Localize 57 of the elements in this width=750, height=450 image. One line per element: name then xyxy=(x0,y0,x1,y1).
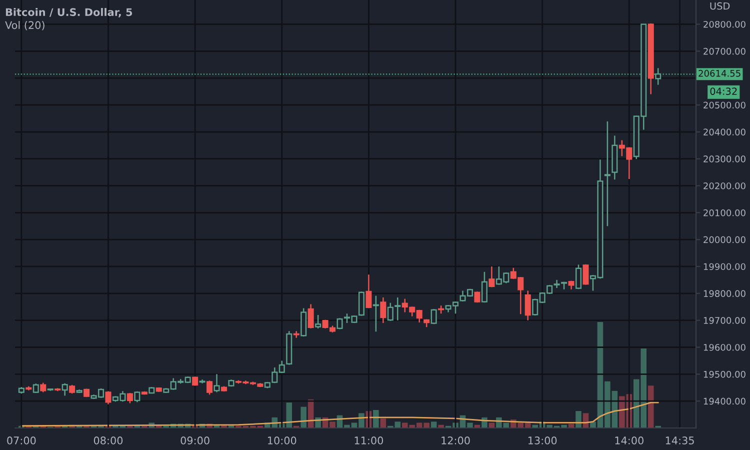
candlestick xyxy=(387,302,394,322)
chart-title: Vol (20) xyxy=(5,21,44,30)
text: 04:32 xyxy=(710,88,737,95)
candlestick xyxy=(206,380,213,396)
x-tick-label: 12:00 xyxy=(442,436,470,444)
bar xyxy=(576,411,582,428)
x-tick-label: 09:00 xyxy=(180,436,210,444)
candlestick xyxy=(394,296,401,321)
candlestick xyxy=(380,296,386,324)
y-tick-label: 19700.00 xyxy=(704,317,746,324)
y-tick-label: 19600.00 xyxy=(704,344,746,351)
y-tick-label: 20400.00 xyxy=(704,128,746,136)
x-tick-label: 10:00 xyxy=(268,436,296,444)
candlestick xyxy=(576,264,582,290)
y-tick-label: 19800.00 xyxy=(704,290,746,297)
text: Bitcoin / U.S. Dollar, 5 xyxy=(6,8,132,18)
candlestick xyxy=(308,304,314,330)
bar xyxy=(373,410,379,428)
candlestick xyxy=(62,382,68,396)
candlestick xyxy=(524,290,531,321)
candlestick xyxy=(488,266,495,288)
candlestick xyxy=(40,382,46,393)
y-tick-label: 20000.00 xyxy=(704,236,746,244)
y-tick-label: 20300.00 xyxy=(704,156,746,162)
y-tick-label: 20800.00 xyxy=(704,20,746,28)
x-tick-label: 11:00 xyxy=(354,436,384,444)
candlestick xyxy=(481,271,488,304)
candlestick xyxy=(126,392,133,404)
candlestick xyxy=(366,274,372,309)
x-tick-label: 08:00 xyxy=(94,436,123,444)
y-tick-label: 20700.00 xyxy=(704,48,746,55)
candlestick xyxy=(655,67,662,86)
candlestick xyxy=(293,330,300,338)
y-tick-label: 20500.00 xyxy=(704,102,746,109)
x-tick-label: 14:35 xyxy=(666,436,694,444)
candlestick xyxy=(300,308,307,338)
candlestick xyxy=(372,295,379,332)
y-tick-label: 20200.00 xyxy=(704,182,746,190)
candlestick xyxy=(358,290,364,316)
ref-line-label: 20614.55 xyxy=(698,70,740,77)
x-tick-label: 13:00 xyxy=(528,436,557,444)
candlestick xyxy=(214,374,220,393)
bar xyxy=(380,418,386,428)
candlestick xyxy=(582,264,589,286)
y-axis-title: USD xyxy=(710,2,730,10)
candlestick xyxy=(430,308,437,325)
y-tick-label: 19500.00 xyxy=(704,370,746,378)
candlestick xyxy=(604,120,610,227)
x-tick-label: 14:00 xyxy=(615,436,644,444)
y-tick-label: 19400.00 xyxy=(704,398,746,405)
y-tick-label: 20100.00 xyxy=(704,209,746,216)
candlestick xyxy=(105,390,112,405)
x-tick-label: 07:00 xyxy=(7,436,36,444)
bar xyxy=(300,406,306,428)
candlestick xyxy=(315,314,322,330)
y-tick-label: 19900.00 xyxy=(704,263,746,270)
bar xyxy=(430,422,437,428)
